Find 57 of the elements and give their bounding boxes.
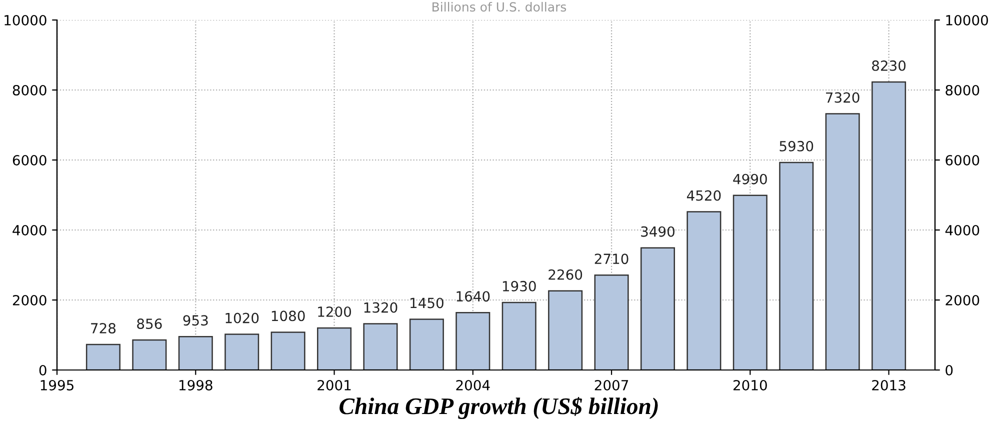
data-label: 1080 — [272, 310, 305, 322]
bar — [86, 344, 120, 370]
bar — [132, 339, 167, 370]
y2-tick-label: 6000 — [946, 154, 980, 166]
data-label: 1450 — [410, 298, 444, 308]
data-label: 4520 — [686, 190, 721, 201]
x-tick-label: 2001 — [318, 380, 351, 390]
data-label: 5930 — [780, 140, 814, 152]
data-label: 1640 — [456, 291, 490, 302]
bar — [825, 113, 860, 370]
data-label: 728 — [91, 322, 116, 334]
data-label: 3490 — [641, 226, 674, 237]
data-label: 1020 — [226, 312, 259, 324]
y2-tick-label: 2000 — [946, 294, 980, 306]
data-label: 8230 — [872, 60, 906, 71]
y-tick-label: 8000 — [12, 84, 46, 96]
bar — [872, 81, 906, 370]
bar — [686, 211, 722, 370]
data-label: 953 — [183, 315, 208, 326]
data-label: 4990 — [733, 174, 767, 184]
data-label: 1320 — [364, 302, 398, 313]
text: China GDP growth (US$ billion) — [340, 396, 658, 420]
x-tick-label: 1995 — [40, 380, 74, 390]
x-tick-label: 2013 — [872, 380, 906, 390]
data-label: 1200 — [318, 306, 352, 317]
y2-tick-label: 8000 — [946, 84, 980, 96]
x-tick-label: 1998 — [179, 380, 212, 390]
x-tick-label: 2007 — [594, 380, 628, 390]
data-label: 2260 — [548, 269, 582, 280]
bar — [640, 247, 675, 370]
bar — [270, 332, 306, 370]
y-tick-label: 0 — [39, 364, 46, 376]
bar — [409, 318, 444, 370]
data-label: 2710 — [594, 254, 628, 264]
y-tick-label: 6000 — [12, 154, 46, 166]
y2-tick-label: 10000 — [946, 14, 988, 26]
chart-subtitle: Billions of U.S. dollars — [432, 2, 566, 12]
data-label: 1930 — [502, 280, 536, 292]
bar — [363, 323, 398, 370]
y-tick-label: 10000 — [4, 14, 46, 26]
bar — [502, 302, 536, 370]
bar — [224, 334, 260, 370]
y-tick-label: 2000 — [12, 294, 46, 306]
bar — [317, 327, 352, 370]
x-tick-label: 2004 — [456, 380, 490, 390]
bar — [456, 312, 490, 370]
y2-tick-label: 4000 — [945, 224, 980, 236]
data-label: 856 — [137, 318, 162, 330]
x-tick-label: 2010 — [734, 380, 767, 390]
y2-tick-label: 0 — [946, 364, 953, 376]
bar — [594, 274, 629, 370]
y-tick-label: 4000 — [12, 224, 46, 236]
data-label: 7320 — [826, 92, 860, 103]
bar — [779, 162, 814, 370]
bar — [548, 290, 583, 370]
bar — [732, 194, 768, 370]
bar — [178, 336, 213, 370]
